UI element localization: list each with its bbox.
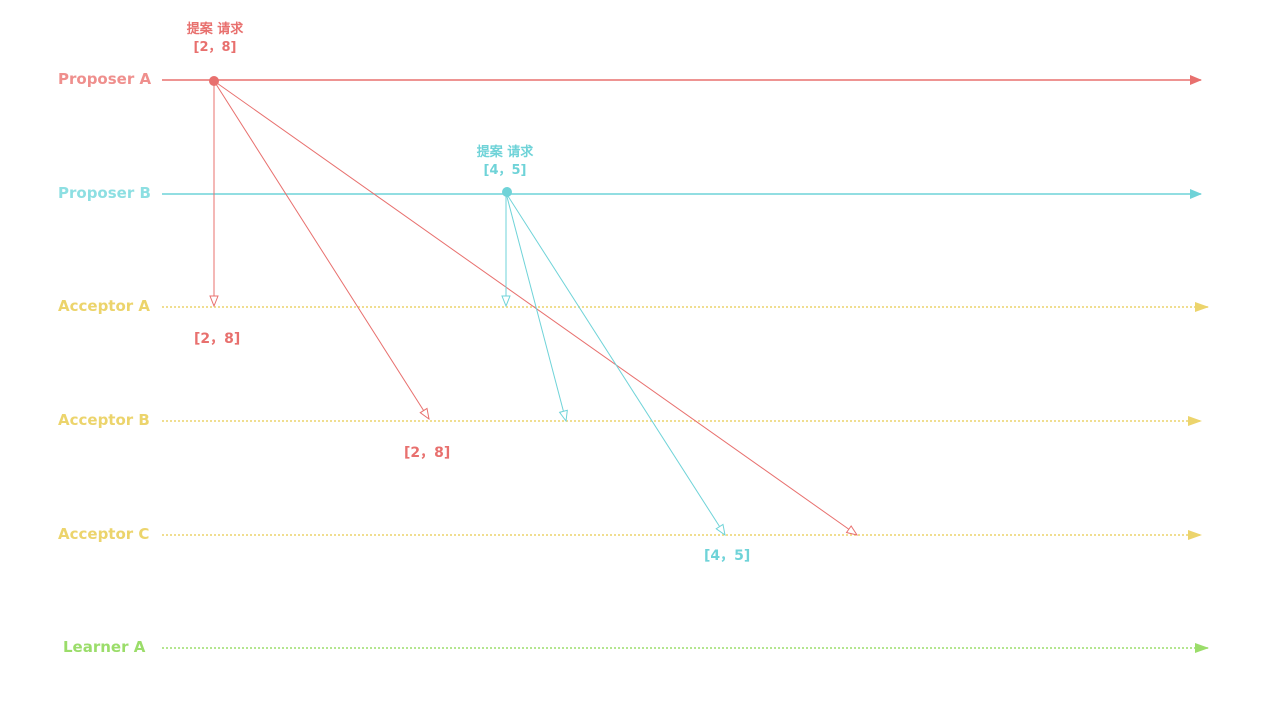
proposal-b-value: [4，5] [483,163,527,178]
acceptor-b-received-value: [2，8] [404,445,451,461]
proposal-a-title: 提案 请求 [186,22,244,37]
lane-label-acceptor-a: Acceptor A [58,297,151,315]
proposal-b-title: 提案 请求 [476,145,534,160]
lane-label-acceptor-c: Acceptor C [58,525,150,543]
acceptor-c-received-value: [4，5] [704,548,751,564]
lane-label-proposer-a: Proposer A [58,70,152,88]
lane-label-proposer-b: Proposer B [58,184,151,202]
proposal-a-value: [2，8] [193,40,237,55]
acceptor-a-received-value: [2，8] [194,331,241,347]
lane-label-acceptor-b: Acceptor B [58,411,150,429]
message-a-to-acceptor-b [213,80,429,419]
lane-label-learner-a: Learner A [63,638,146,656]
proposer-b-proposal-point [502,187,512,197]
message-b-to-acceptor-b [505,192,566,421]
message-b-to-acceptor-c [505,192,725,535]
message-a-to-acceptor-c [213,80,857,535]
proposal-a-note: 提案 请求 [2，8] [165,21,265,57]
proposal-b-note: 提案 请求 [4，5] [455,144,555,180]
proposer-a-proposal-point [209,76,219,86]
